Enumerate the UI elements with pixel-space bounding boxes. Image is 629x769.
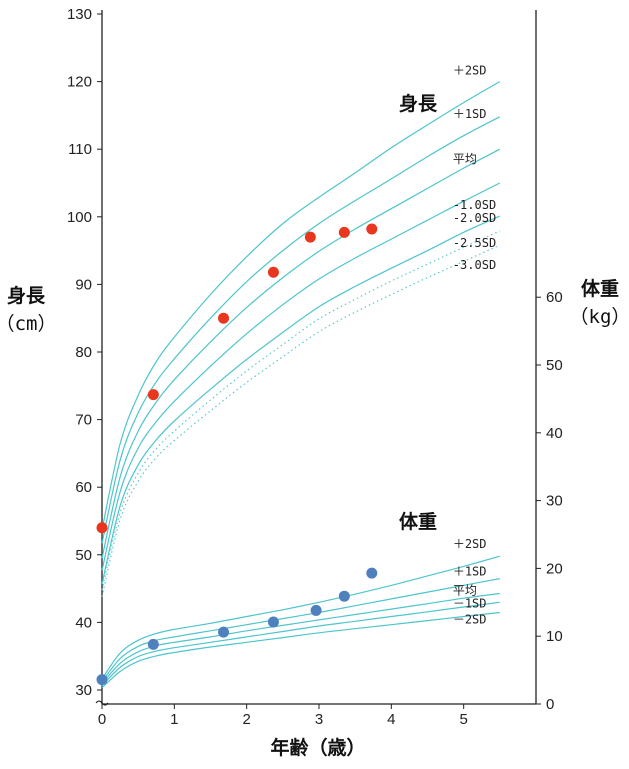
height-curve	[101, 116, 501, 544]
height-curve	[101, 215, 501, 585]
right-tick-label: 60	[546, 289, 563, 306]
height-data-point	[147, 389, 159, 401]
left-tick-label: 30	[75, 682, 92, 699]
weight-curve	[101, 578, 500, 682]
right-axis-unit: （kg）	[570, 306, 629, 328]
left-axis-unit: （cm）	[0, 313, 56, 335]
reference-curves	[101, 81, 501, 689]
left-tick-label: 50	[75, 547, 92, 564]
weight-data-point	[218, 626, 230, 638]
x-tick-label: 0	[98, 711, 106, 728]
right-tick-label: 20	[546, 560, 563, 577]
x-tick-label: 1	[170, 711, 178, 728]
axis-break-mark	[95, 700, 109, 706]
height-data-point	[96, 522, 108, 534]
left-tick-label: 60	[75, 479, 92, 496]
height-section-title: 身長	[399, 92, 438, 115]
weight-data-point	[366, 567, 378, 579]
height-data-point	[218, 312, 230, 324]
left-tick-label: 100	[67, 209, 92, 226]
height-data-point	[304, 231, 316, 243]
right-axis-title: 体重	[581, 277, 619, 300]
weight-curve	[101, 555, 500, 680]
left-tick-label: 40	[75, 614, 92, 631]
right-tick-label: 10	[546, 628, 563, 645]
weight-data-point	[267, 616, 279, 628]
right-tick-label: 40	[546, 425, 563, 442]
right-tick-label: 50	[546, 357, 563, 374]
weight-data-point	[96, 674, 108, 686]
height-curve	[101, 148, 501, 559]
weight-curve-label: ＋2SD	[453, 537, 487, 551]
weight-curve	[101, 601, 500, 687]
left-tick-label: 90	[75, 276, 92, 293]
weight-curve-label: 平均	[453, 583, 477, 597]
left-tick-label: 130	[67, 6, 92, 23]
height-curve-label: -1.0SD	[453, 198, 496, 212]
height-curve	[101, 244, 501, 597]
height-data-point	[366, 223, 378, 235]
chart-text: 身長 体重 身長 （cm） 体重 （kg） 年齢（歳） 304050607080…	[0, 6, 629, 759]
left-axis-title: 身長	[7, 284, 46, 307]
weight-section-title: 体重	[399, 510, 437, 533]
weight-data-point	[310, 604, 322, 616]
x-axis-title: 年齢（歳）	[270, 736, 365, 759]
weight-curve	[101, 592, 500, 685]
left-tick-label: 110	[68, 141, 92, 158]
plot-frame	[95, 10, 541, 709]
right-tick-label: 30	[546, 493, 563, 510]
height-curve	[101, 230, 501, 591]
x-tick-label: 4	[387, 711, 395, 728]
x-tick-label: 2	[242, 711, 250, 728]
x-tick-label: 5	[459, 711, 467, 728]
height-curve-label: -2.5SD	[453, 236, 496, 250]
weight-curve-label: ＋1SD	[453, 565, 487, 579]
weight-data-point	[338, 590, 350, 602]
height-curve	[101, 81, 501, 530]
weight-curve	[101, 611, 500, 689]
left-tick-label: 80	[75, 344, 92, 361]
height-curve	[101, 182, 501, 571]
left-tick-label: 70	[75, 412, 92, 429]
weight-curve-label: －1SD	[453, 596, 487, 610]
weight-data-point	[147, 638, 159, 650]
height-curve-label: -2.0SD	[453, 211, 496, 225]
right-tick-label: 0	[546, 696, 554, 713]
height-curve-label: ＋1SD	[453, 107, 487, 121]
data-points	[96, 223, 378, 686]
height-curve-label: ＋2SD	[453, 64, 487, 78]
height-curve-label: 平均	[453, 152, 477, 166]
left-tick-label: 120	[67, 74, 92, 91]
x-tick-label: 3	[315, 711, 323, 728]
weight-curve-label: －2SD	[453, 612, 487, 626]
height-data-point	[267, 266, 279, 278]
height-data-point	[338, 226, 350, 238]
height-curve-label: -3.0SD	[453, 258, 496, 272]
